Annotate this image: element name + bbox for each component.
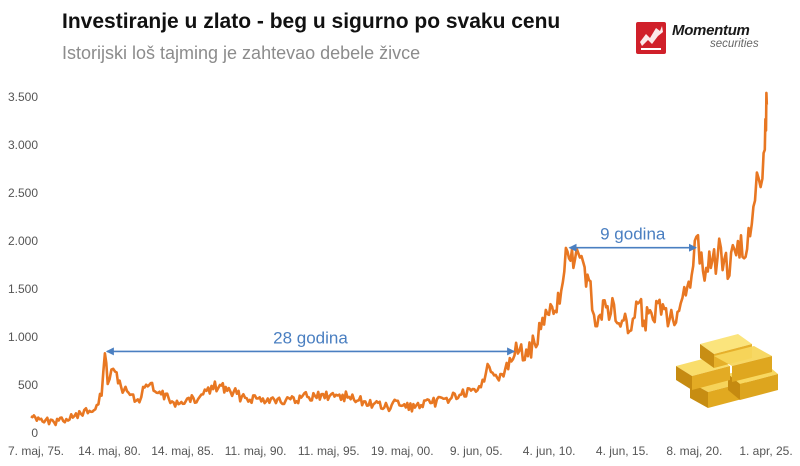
y-tick-label: 2.000 [8,234,38,248]
duration-label: 28 godina [273,328,348,347]
chart-subtitle: Istorijski loš tajming je zahtevao debel… [62,43,421,63]
x-tick-label: 4. jun, 15. [596,444,649,458]
gold-price-line [30,91,769,427]
x-tick-label: 11. maj, 90. [225,444,287,458]
x-tick-label: 7. maj, 75. [8,444,64,458]
y-tick-label: 3.500 [8,90,38,104]
bull-logo-icon [636,22,666,54]
gold-bars-image [676,334,778,408]
momentum-logo: Momentum securities [636,22,786,56]
annotations: 28 godina 9 godina [105,225,697,356]
y-tick-label: 3.000 [8,138,38,152]
logo-name: Momentum [672,22,750,39]
logo-subtext: securities [710,38,759,50]
chart-title: Investiranje u zlato - beg u sigurno po … [62,10,561,33]
x-tick-label: 8. maj, 20. [666,444,722,458]
y-tick-label: 2.500 [8,186,38,200]
y-tick-label: 1.500 [8,282,38,296]
duration-label: 9 godina [600,225,666,244]
x-tick-label: 1. apr, 25. [739,444,792,458]
y-axis: 0 500 1.000 1.500 2.000 2.500 3.000 3.500 [8,90,38,440]
x-axis: 7. maj, 75. 14. maj, 80. 14. maj, 85. 11. m… [8,444,793,458]
x-tick-label: 9. jun, 05. [450,444,503,458]
x-tick-label: 19. maj, 00. [371,444,434,458]
x-tick-label: 14. maj, 85. [151,444,214,458]
y-tick-label: 0 [31,426,38,440]
x-tick-label: 4. jun, 10. [523,444,576,458]
x-tick-label: 11. maj, 95. [298,444,360,458]
x-tick-label: 14. maj, 80. [78,444,141,458]
y-tick-label: 1.000 [8,330,38,344]
y-tick-label: 500 [18,378,38,392]
